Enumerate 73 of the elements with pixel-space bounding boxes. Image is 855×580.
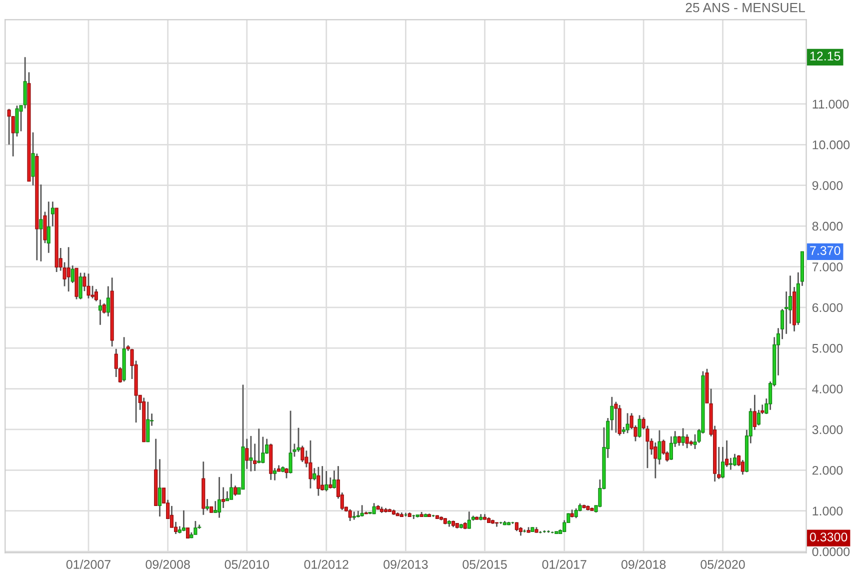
- candlestick: [206, 498, 210, 512]
- x-tick-label: 01/2007: [66, 560, 110, 569]
- candlestick: [46, 200, 50, 254]
- candlestick: [257, 428, 261, 464]
- candlestick: [308, 440, 312, 490]
- candlestick: [638, 414, 642, 438]
- candlestick: [272, 467, 277, 482]
- y-tick-label: 1.000: [812, 506, 843, 516]
- candlestick: [146, 401, 150, 443]
- y-tick-label: 4.000: [812, 384, 843, 394]
- candlestick: [249, 435, 253, 472]
- candlestick: [66, 246, 70, 292]
- candlestick: [234, 484, 238, 496]
- x-tick-label: 01/2012: [304, 560, 348, 569]
- y-tick-label: 3.000: [812, 425, 843, 434]
- candlestick: [98, 298, 102, 326]
- candlestick: [284, 467, 288, 479]
- candlestick: [82, 272, 86, 292]
- candlestick: [7, 108, 11, 146]
- candlestick: [39, 184, 43, 262]
- candlestick: [732, 453, 737, 467]
- y-tick-label: 6.000: [812, 303, 843, 312]
- y-tick-label: 9.000: [812, 181, 843, 190]
- y-tick-label: 10.000: [812, 140, 850, 150]
- candlestick: [23, 56, 27, 110]
- candlestick: [681, 428, 685, 446]
- candlestick: [229, 473, 234, 500]
- candlestick: [332, 470, 336, 490]
- x-tick-label: 09/2008: [146, 560, 190, 569]
- candlestick: [78, 272, 82, 300]
- candlestick: [158, 458, 162, 518]
- y-tick-label: 11.000: [812, 100, 849, 109]
- candlestick: [194, 520, 198, 536]
- candlestick: [728, 457, 732, 470]
- candlestick: [574, 508, 578, 519]
- candlestick: [182, 510, 186, 532]
- text: 12.15: [810, 52, 840, 61]
- candlestick: [316, 466, 320, 496]
- y-tick-label: 8.000: [812, 222, 843, 231]
- candlestick: [328, 476, 332, 490]
- candlestick: [677, 435, 681, 446]
- x-tick-label: 05/2020: [700, 560, 745, 569]
- x-tick-label: 05/2010: [224, 560, 270, 569]
- text: 7.370: [810, 246, 840, 255]
- candlestick: [288, 410, 292, 474]
- x-tick-label: 09/2018: [621, 560, 666, 569]
- candlestick: [752, 394, 756, 431]
- candlestick: [654, 442, 658, 479]
- y-tick-label: 7.000: [812, 262, 843, 272]
- x-tick-label: 09/2013: [384, 560, 428, 569]
- candlestick: [296, 427, 300, 453]
- x-tick-label: 05/2015: [462, 560, 507, 569]
- candlestick: [685, 434, 689, 449]
- candlestick: [626, 412, 630, 434]
- candlestick: [784, 290, 788, 335]
- y-tick-label: 2.000: [812, 466, 843, 475]
- candlestick: [90, 285, 94, 300]
- candlestick: [614, 401, 618, 434]
- candlestick: [740, 459, 744, 476]
- candlestick: [360, 504, 364, 518]
- candlestick: [467, 510, 471, 530]
- x-tick-label: 01/2017: [542, 560, 586, 569]
- y-tick-label: 0.0000: [812, 547, 850, 556]
- text: 0.3300: [810, 532, 848, 542]
- chart-subtitle: 25 ANS - MENSUEL: [686, 2, 805, 12]
- candlestick: [186, 528, 190, 539]
- candlestick: [245, 438, 249, 470]
- candlestick: [86, 272, 90, 300]
- candlestick: [218, 476, 222, 518]
- candlestick: [106, 286, 110, 318]
- candlestick: [348, 508, 352, 522]
- y-tick-label: 5.000: [812, 344, 843, 353]
- candlestick: [324, 470, 328, 492]
